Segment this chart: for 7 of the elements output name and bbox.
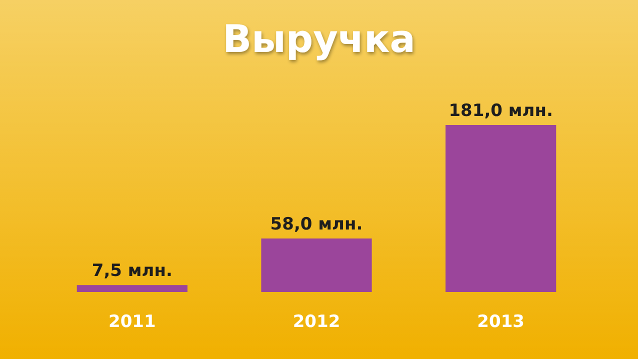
x-tick-label: 2012 — [292, 312, 340, 332]
x-tick-label: 2013 — [477, 312, 524, 332]
chart-title: Выручка — [222, 17, 416, 61]
data-label: 58,0 млн. — [270, 214, 363, 234]
x-tick-label: 2011 — [108, 312, 156, 332]
data-label: 181,0 млн. — [448, 101, 553, 121]
data-label: 7,5 млн. — [92, 261, 172, 282]
